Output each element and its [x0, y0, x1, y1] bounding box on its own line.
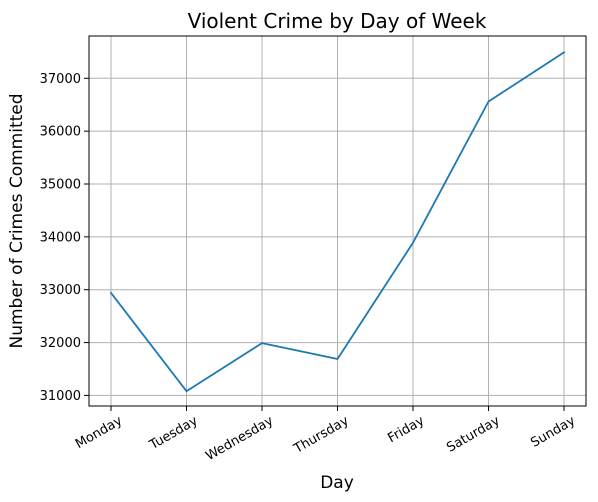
x-axis-label: Day [320, 473, 354, 493]
y-tick-label: 33000 [40, 283, 81, 298]
y-tick-label: 32000 [40, 336, 81, 351]
chart-title: Violent Crime by Day of Week [188, 9, 487, 33]
gridlines [89, 36, 586, 406]
y-axis-ticks: 31000 32000 33000 34000 35000 36000 37000 [40, 72, 89, 404]
y-tick-label: 36000 [40, 125, 81, 140]
series-line [109, 51, 566, 393]
y-axis-label: Number of Crimes Committed [7, 93, 27, 348]
y-tick-label: 37000 [40, 72, 81, 87]
series-line-group [109, 51, 566, 393]
y-tick-label: 31000 [40, 389, 81, 404]
y-tick-label: 34000 [40, 230, 81, 245]
y-tick-label: 35000 [40, 178, 81, 193]
